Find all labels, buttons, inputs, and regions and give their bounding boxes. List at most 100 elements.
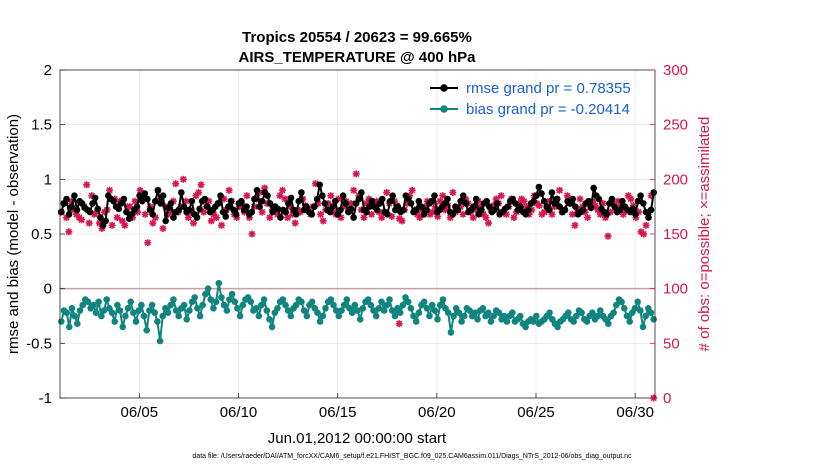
bias-point xyxy=(621,305,628,312)
rmse-point xyxy=(629,205,637,213)
rmse-point xyxy=(459,192,467,199)
bias-point xyxy=(92,309,100,317)
obs-point xyxy=(172,180,180,188)
rmse-point xyxy=(91,194,99,202)
obs-core xyxy=(107,188,112,193)
bias-point xyxy=(164,309,172,317)
rmse-point xyxy=(295,197,303,205)
bias-point xyxy=(490,312,497,320)
obs-core xyxy=(511,215,517,220)
bias-point xyxy=(116,307,124,314)
obs-core xyxy=(410,188,415,193)
rmse-point xyxy=(423,206,431,214)
bias-point xyxy=(234,305,241,312)
obs-core xyxy=(87,220,92,226)
rmse-point xyxy=(569,195,577,203)
rmse-point xyxy=(449,211,457,218)
rmse-point xyxy=(650,189,657,196)
obs-point xyxy=(136,186,144,194)
bias-point xyxy=(159,312,166,320)
rmse-point xyxy=(386,197,394,205)
bias-point xyxy=(410,312,417,320)
bias-point xyxy=(186,307,193,314)
obs-point xyxy=(485,219,492,227)
obs-core xyxy=(132,199,138,204)
bias-point xyxy=(66,323,73,331)
rmse-point xyxy=(418,203,425,210)
bias-point xyxy=(412,318,420,325)
rmse-point xyxy=(152,197,159,205)
rmse-point xyxy=(342,200,350,207)
bias-point xyxy=(199,301,206,309)
rmse-point xyxy=(269,208,277,216)
rmse-point xyxy=(227,197,235,205)
obs-point xyxy=(248,230,256,238)
obs-core xyxy=(417,215,422,220)
rmse-point xyxy=(493,200,501,207)
obs-point xyxy=(197,181,205,189)
obs-core xyxy=(643,223,649,228)
bias-point xyxy=(589,309,596,317)
rmse-point xyxy=(225,203,232,210)
right-axis-ticks: 0 50 100 150 200 250 300 xyxy=(650,62,688,407)
obs-core xyxy=(214,215,219,220)
left-tick-label: 2 xyxy=(44,62,52,79)
bias-point xyxy=(613,301,620,309)
rmse-point xyxy=(525,206,532,214)
obs-core xyxy=(328,193,333,198)
obs-core xyxy=(137,188,143,193)
obs-core xyxy=(348,201,354,206)
bias-point xyxy=(100,307,108,314)
rmse-point xyxy=(311,203,318,210)
bias-point xyxy=(391,312,399,320)
obs-core xyxy=(244,193,250,198)
bias-point xyxy=(455,309,463,317)
bias-point xyxy=(383,301,391,309)
obs-core xyxy=(145,240,150,245)
rmse-point xyxy=(384,211,391,218)
obs-core xyxy=(277,193,283,198)
rmse-point xyxy=(590,184,597,192)
bias-point xyxy=(439,296,447,303)
bias-point xyxy=(212,298,220,306)
bias-point xyxy=(594,312,601,320)
left-tick-label: 0 xyxy=(44,281,52,298)
obs-point xyxy=(144,239,152,247)
obs-core xyxy=(440,193,445,198)
bias-point xyxy=(509,309,516,317)
rmse-point xyxy=(141,190,149,197)
bias-point xyxy=(570,318,577,325)
obs-core xyxy=(249,231,255,237)
bias-point xyxy=(546,309,553,317)
rmse-point xyxy=(640,200,647,207)
rmse-point xyxy=(136,192,143,199)
obs-core xyxy=(198,182,204,187)
rmse-point xyxy=(180,203,188,210)
bias-point xyxy=(618,298,625,306)
obs-core xyxy=(282,196,288,202)
bias-point xyxy=(210,305,217,312)
obs-point xyxy=(212,214,220,222)
bias-point xyxy=(420,298,428,306)
obs-point xyxy=(482,214,490,222)
rmse-point xyxy=(535,183,543,191)
obs-point xyxy=(159,225,167,232)
rmse-point xyxy=(608,195,616,203)
obs-point xyxy=(121,221,129,229)
obs-core xyxy=(84,182,89,187)
obs-point xyxy=(258,208,266,216)
obs-point xyxy=(398,217,406,225)
bias-point xyxy=(127,298,134,306)
rmse-point xyxy=(444,195,451,203)
right-tick-label: 300 xyxy=(663,62,688,79)
bias-point xyxy=(151,309,158,317)
obs-point xyxy=(319,217,327,225)
bias-point xyxy=(484,309,492,317)
bias-point xyxy=(223,307,231,314)
bias-point xyxy=(258,301,265,309)
rmse-point xyxy=(188,197,196,205)
rmse-point xyxy=(512,200,519,207)
bias-point xyxy=(407,305,415,312)
obs-point xyxy=(218,221,225,229)
